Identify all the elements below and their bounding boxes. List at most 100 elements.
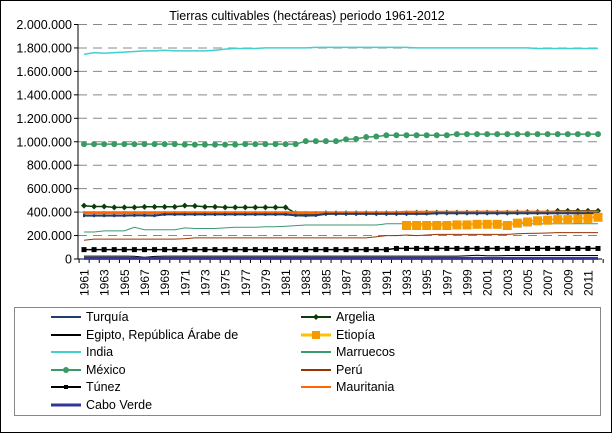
y-tick-label: 800.000: [27, 159, 72, 173]
data-point: [252, 247, 258, 253]
series-méxico: [81, 131, 601, 148]
data-point: [526, 211, 529, 215]
data-point: [484, 131, 491, 138]
data-point: [514, 245, 520, 251]
data-point: [191, 203, 198, 210]
data-point: [425, 212, 428, 216]
data-point: [284, 211, 287, 215]
data-point: [533, 216, 543, 226]
data-point: [365, 212, 368, 216]
data-point: [395, 212, 398, 216]
data-point: [232, 247, 238, 253]
data-point: [403, 132, 410, 139]
data-point: [262, 204, 269, 211]
data-point: [81, 247, 87, 253]
x-tick-label: 1983: [299, 269, 313, 296]
data-point: [445, 211, 448, 215]
data-point: [442, 220, 452, 230]
data-point: [282, 141, 289, 148]
data-point: [472, 219, 482, 229]
data-point: [414, 245, 420, 251]
series-etiopía: [402, 212, 603, 230]
data-point: [171, 141, 178, 148]
x-tick-label: 1971: [178, 269, 192, 296]
data-point: [143, 213, 146, 217]
data-point: [224, 212, 227, 216]
data-point: [476, 211, 479, 215]
data-point: [183, 211, 186, 215]
data-point: [294, 213, 297, 217]
legend-item: Cabo Verde: [51, 397, 152, 413]
data-point: [163, 211, 166, 215]
data-point: [415, 210, 418, 214]
data-point: [111, 204, 118, 211]
series-perú: [83, 232, 598, 241]
data-point: [234, 212, 237, 216]
data-point: [555, 245, 561, 251]
data-point: [272, 247, 278, 253]
data-point: [121, 204, 128, 211]
data-point: [405, 212, 408, 216]
legend-label: India: [86, 345, 114, 359]
data-point: [593, 212, 603, 222]
data-point: [543, 215, 553, 225]
y-tick-label: 1.200.000: [16, 112, 72, 126]
data-point: [283, 247, 289, 253]
data-point: [262, 141, 269, 148]
data-point: [385, 212, 388, 216]
data-point: [355, 212, 358, 216]
y-tick-label: 1.400.000: [16, 88, 72, 102]
data-point: [202, 247, 208, 253]
series-túnez: [81, 245, 601, 253]
data-point: [274, 212, 277, 216]
data-point: [153, 214, 156, 218]
legend: Turquía Argelia Egipto, República Árabe de…: [14, 307, 601, 416]
data-point: [546, 211, 549, 215]
data-point: [534, 131, 541, 138]
data-point: [322, 138, 329, 145]
data-point: [191, 141, 198, 148]
data-point: [224, 211, 227, 215]
data-point: [553, 215, 563, 225]
legend-swatch-icon: [301, 330, 331, 339]
data-point: [383, 132, 390, 139]
x-tick-label: 1979: [259, 269, 273, 296]
data-point: [443, 132, 450, 139]
legend-swatch-icon: [301, 351, 331, 353]
data-point: [232, 141, 239, 148]
data-point: [212, 141, 219, 148]
legend-item: India: [51, 344, 113, 360]
data-point: [293, 247, 299, 253]
data-point: [314, 211, 317, 215]
data-point: [412, 220, 422, 230]
data-point: [264, 212, 267, 216]
data-point: [563, 215, 573, 225]
data-point: [183, 212, 186, 216]
series-line: [84, 133, 598, 146]
legend-label: Egipto, República Árabe de: [86, 327, 239, 342]
data-point: [83, 214, 85, 218]
data-point: [103, 211, 106, 215]
data-point: [545, 245, 551, 251]
data-point: [91, 141, 98, 148]
data-point: [83, 211, 85, 215]
legend-label: Perú: [336, 362, 363, 377]
data-point: [284, 212, 287, 216]
data-point: [404, 245, 410, 251]
x-tick-label: 2009: [561, 269, 575, 296]
data-point: [133, 211, 136, 215]
data-point: [244, 211, 247, 215]
series-india: [83, 46, 598, 56]
data-point: [535, 245, 541, 251]
x-tick-label: 1995: [420, 269, 434, 296]
x-tick-label: 1967: [138, 269, 152, 296]
data-point: [415, 212, 418, 216]
chart-title: Tierras cultivables (hectáreas) periodo …: [169, 9, 445, 23]
data-point: [143, 211, 146, 215]
data-point: [242, 141, 249, 148]
data-point: [486, 211, 489, 215]
data-point: [93, 214, 96, 218]
data-point: [423, 132, 430, 139]
x-tick-label: 1985: [319, 269, 333, 296]
